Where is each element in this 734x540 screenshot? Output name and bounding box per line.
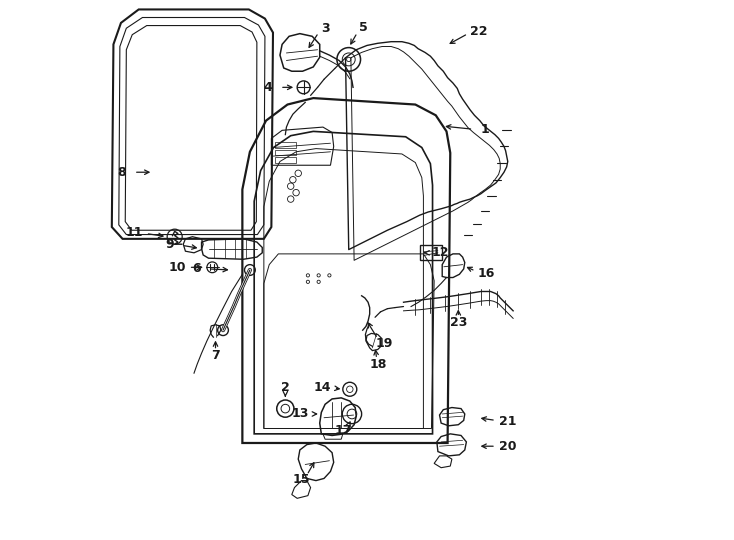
Text: 4: 4 (264, 81, 272, 94)
Text: 20: 20 (499, 440, 517, 453)
Text: 2: 2 (281, 381, 290, 394)
Text: 22: 22 (470, 24, 487, 38)
Text: 9: 9 (166, 238, 174, 251)
Text: 16: 16 (478, 267, 495, 280)
Text: 3: 3 (321, 22, 330, 35)
Text: 13: 13 (291, 408, 309, 421)
Text: 23: 23 (450, 316, 467, 329)
Text: 6: 6 (192, 262, 201, 275)
Text: 1: 1 (481, 123, 490, 136)
Text: 17: 17 (334, 424, 352, 437)
Text: 10: 10 (168, 261, 186, 274)
Text: 21: 21 (499, 415, 517, 428)
Text: 14: 14 (313, 381, 331, 394)
Text: 11: 11 (126, 226, 142, 239)
Text: 5: 5 (359, 22, 368, 35)
Text: 7: 7 (211, 349, 220, 362)
Text: 18: 18 (369, 358, 387, 371)
Text: 19: 19 (375, 337, 393, 350)
Text: 15: 15 (292, 474, 310, 487)
Text: 8: 8 (117, 166, 126, 179)
Text: 12: 12 (432, 246, 448, 259)
